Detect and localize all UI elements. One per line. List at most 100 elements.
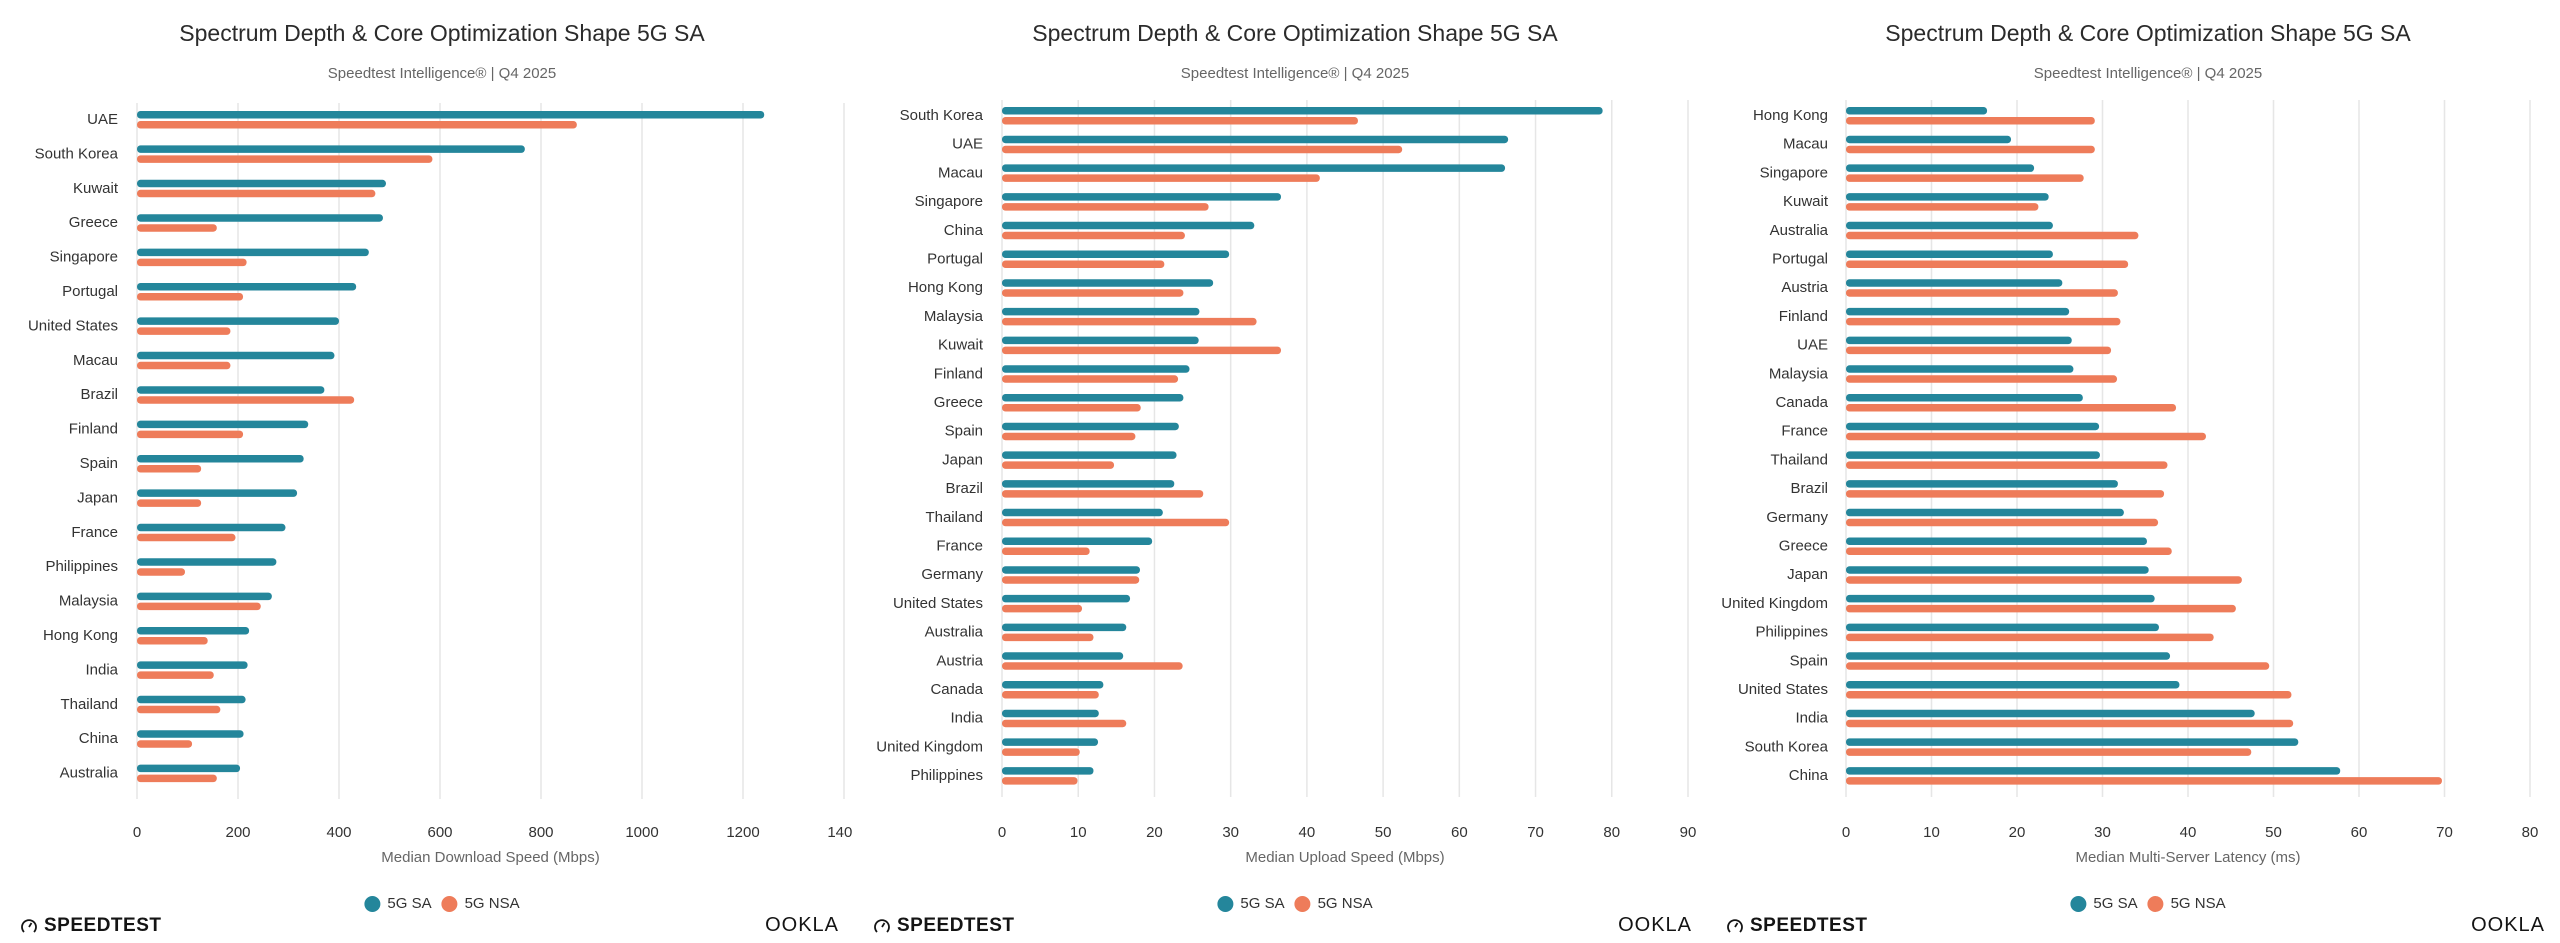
category-label: United States [28, 317, 118, 334]
category-label: Philippines [910, 767, 983, 784]
legend-item-sa[interactable]: 5G SA [2070, 895, 2138, 912]
x-tick-label: 600 [427, 824, 452, 841]
speedtest-gauge-icon [874, 919, 890, 933]
legend-label-sa: 5G SA [1240, 895, 1285, 912]
bar-5g-nsa [1002, 260, 1165, 268]
bar-5g-nsa [137, 705, 221, 714]
legend-label-sa: 5G SA [2093, 895, 2138, 912]
bar-5g-nsa [137, 499, 202, 507]
category-label: Macau [938, 164, 983, 181]
chart-subtitle: Speedtest Intelligence® | Q4 2025 [2033, 65, 2263, 82]
bar-5g-nsa [1002, 461, 1115, 469]
legend-label-nsa: 5G NSA [2170, 895, 2226, 912]
category-label: France [1781, 423, 1828, 440]
category-label: Finland [934, 365, 983, 382]
category-label: France [936, 538, 983, 555]
bar-5g-sa [1002, 652, 1124, 660]
ookla-logo: OOKLA [2471, 914, 2545, 936]
category-label: United States [1738, 681, 1828, 698]
bar-5g-nsa [1002, 547, 1090, 555]
bar-5g-sa [1846, 394, 2083, 402]
category-label: United States [893, 595, 983, 612]
category-label: China [79, 730, 119, 747]
bar-5g-nsa [1846, 777, 2442, 785]
bar-5g-nsa [1002, 174, 1320, 182]
bar-5g-nsa [1002, 404, 1141, 412]
category-label: Singapore [915, 193, 983, 210]
category-label: Singapore [50, 249, 118, 266]
x-tick-label: 50 [1375, 824, 1392, 841]
legend-item-sa[interactable]: 5G SA [364, 895, 432, 912]
x-axis-title: Median Upload Speed (Mbps) [1245, 849, 1445, 866]
bar-5g-sa [1846, 623, 2159, 632]
x-tick-label: 200 [225, 824, 250, 841]
speedtest-gauge-icon [21, 919, 37, 933]
bar-5g-nsa [1002, 691, 1099, 699]
speedtest-logo: SPEEDTEST [873, 915, 1014, 937]
bar-5g-nsa [1846, 231, 2139, 240]
legend-label-nsa: 5G NSA [1317, 895, 1373, 912]
category-label: UAE [1797, 337, 1828, 354]
ookla-logo: OOKLA [1618, 914, 1692, 936]
legend-item-sa[interactable]: 5G SA [1217, 895, 1285, 912]
bar-5g-sa [137, 592, 272, 601]
bar-5g-nsa [137, 430, 244, 439]
bar-5g-nsa [1846, 289, 2118, 297]
bar-5g-nsa [1846, 375, 2118, 383]
x-tick-label: 0 [133, 824, 141, 841]
bar-5g-sa [1846, 681, 2180, 689]
legend-item-nsa[interactable]: 5G NSA [441, 895, 520, 912]
x-tick-label: 800 [528, 824, 553, 841]
speedtest-logo: SPEEDTEST [20, 915, 161, 937]
bar-5g-nsa [1002, 576, 1140, 584]
bar-5g-nsa [1846, 432, 2206, 441]
category-label: Spain [1790, 652, 1828, 669]
bar-5g-nsa [137, 740, 193, 748]
category-label: Portugal [927, 251, 983, 268]
bar-5g-nsa [1002, 662, 1183, 670]
category-label: South Korea [1745, 738, 1829, 755]
x-tick-label: 1000 [625, 824, 658, 841]
bar-5g-sa [1002, 135, 1509, 144]
category-label: Japan [77, 489, 118, 506]
x-tick-label: 0 [1842, 824, 1850, 841]
category-label: Japan [1787, 566, 1828, 583]
bar-5g-sa [1846, 537, 2147, 545]
bar-5g-sa [1002, 566, 1140, 574]
category-label: South Korea [900, 107, 984, 124]
bar-5g-nsa [1002, 518, 1230, 527]
bar-5g-nsa [1002, 633, 1094, 642]
bar-5g-sa [137, 489, 298, 497]
category-label: Malaysia [1769, 365, 1829, 382]
bar-5g-nsa [1002, 289, 1184, 297]
bar-5g-sa [1846, 652, 2171, 660]
bar-5g-sa [1846, 422, 2100, 431]
legend-item-nsa[interactable]: 5G NSA [1294, 895, 1373, 912]
bar-5g-nsa [1002, 432, 1136, 441]
chart-title: Spectrum Depth & Core Optimization Shape… [1885, 20, 2411, 46]
x-tick-label: 90 [1680, 824, 1697, 841]
bar-5g-nsa [1846, 260, 2129, 268]
x-tick-label: 10 [1070, 824, 1087, 841]
bar-5g-sa [1002, 250, 1230, 258]
bar-chart-upload: 0 10 20 30 40 50 60 70 80 90 South Korea UAE Macau Si… [876, 100, 1697, 841]
x-tick-label: 10 [1923, 824, 1940, 841]
category-label: Hong Kong [908, 279, 983, 296]
bar-5g-sa [137, 661, 248, 669]
chart-subtitle: Speedtest Intelligence® | Q4 2025 [1180, 65, 1410, 82]
category-label: Hong Kong [43, 627, 118, 644]
legend-item-nsa[interactable]: 5G NSA [2147, 895, 2226, 912]
bar-5g-sa [137, 455, 304, 463]
chart-title: Spectrum Depth & Core Optimization Shape… [179, 20, 705, 46]
bar-5g-sa [1002, 709, 1099, 718]
category-label: China [1789, 767, 1829, 784]
category-label: Austria [1781, 279, 1828, 296]
category-label: Greece [69, 214, 118, 231]
category-label: Austria [936, 652, 983, 669]
speedtest-logo-text: SPEEDTEST [1750, 915, 1868, 936]
bar-5g-sa [1846, 221, 2053, 230]
bar-5g-nsa [1002, 719, 1127, 728]
category-label: Germany [1766, 509, 1828, 526]
bar-5g-sa [1846, 279, 2063, 287]
bar-5g-sa [1002, 193, 1281, 201]
